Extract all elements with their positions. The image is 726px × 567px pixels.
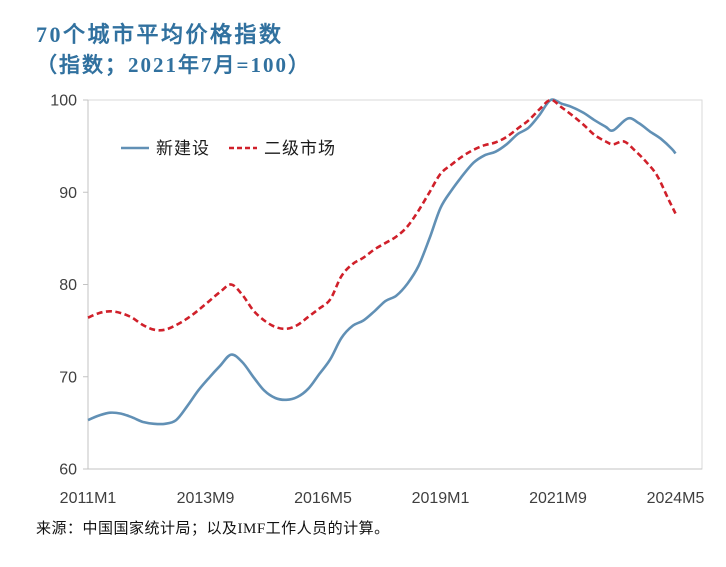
- source-note: 来源：中国国家统计局；以及IMF工作人员的计算。: [36, 521, 390, 537]
- chart-subtitle: （指数；2021年7月=100）: [36, 53, 311, 77]
- x-axis-tick-label: 2021M9: [529, 490, 587, 507]
- x-axis-tick-label: 2019M1: [412, 490, 470, 507]
- title-block: 70个城市平均价格指数 （指数；2021年7月=100）: [36, 20, 311, 80]
- x-axis-tick-label: 2011M1: [60, 490, 117, 507]
- x-axis-tick-label: 2024M5: [647, 490, 705, 507]
- x-axis-tick-label: 2016M5: [294, 490, 352, 507]
- y-axis-tick-label: 80: [59, 277, 77, 294]
- y-axis-tick-label: 100: [50, 93, 77, 110]
- secondary-market-line: [87, 98, 677, 332]
- new-construction-line: [87, 98, 677, 426]
- y-axis-tick-label: 90: [59, 185, 77, 202]
- legend-label-secondary-market: 二级市场: [264, 139, 336, 158]
- chart-title: 70个城市平均价格指数: [36, 22, 284, 47]
- legend-label-new-construction: 新建设: [156, 139, 210, 158]
- x-axis-tick-label: 2013M9: [177, 490, 235, 507]
- y-axis-tick-label: 70: [59, 369, 77, 386]
- y-axis-tick-label: 60: [59, 462, 77, 479]
